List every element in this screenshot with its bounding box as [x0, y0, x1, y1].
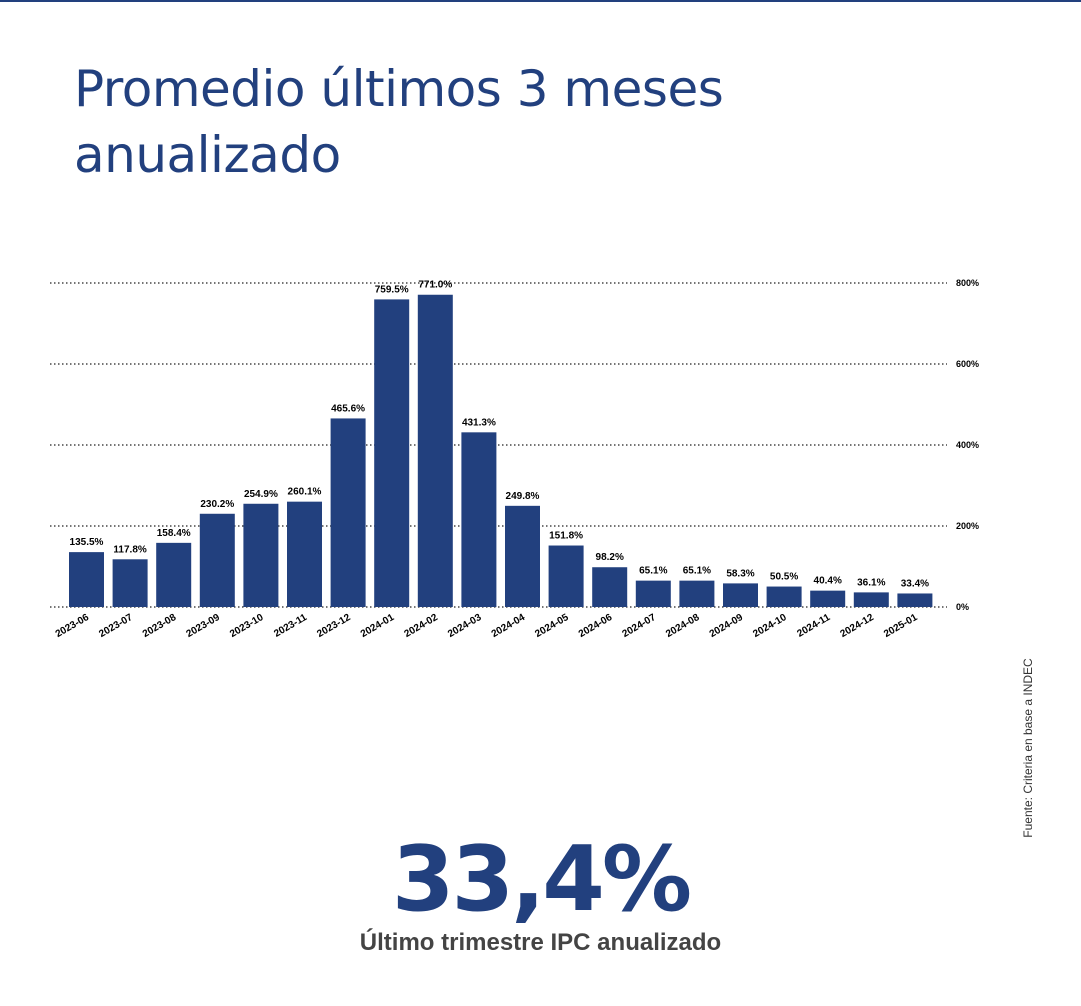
y-tick-label: 200%	[956, 521, 979, 531]
bar	[723, 583, 758, 607]
data-label: 58.3%	[726, 568, 754, 579]
y-tick-label: 0%	[956, 602, 969, 612]
bar	[853, 592, 889, 607]
data-label: 36.1%	[857, 577, 885, 588]
data-label: 431.3%	[462, 417, 496, 428]
x-tick-label: 2023-09	[185, 612, 223, 640]
data-label: 98.2%	[596, 552, 624, 563]
y-tick-label: 400%	[956, 440, 979, 450]
source-note: Fuente: Criteria en base a INDEC	[1021, 658, 1035, 838]
data-label: 65.1%	[639, 566, 667, 577]
x-tick-label: 2025-01	[882, 612, 920, 640]
data-label: 465.6%	[331, 403, 365, 414]
page-title: Promedio últimos 3 meses anualizado	[74, 60, 724, 184]
data-label: 33.4%	[901, 578, 929, 589]
bar	[635, 580, 671, 607]
bar	[199, 513, 235, 607]
bar-chart: 0% 200% 400% 600% 800% 135.5% 2023-06 117.8% 202…	[50, 278, 979, 640]
x-tick-label: 2024-03	[446, 612, 484, 640]
data-label: 759.5%	[375, 284, 409, 295]
top-rule	[0, 0, 1081, 2]
data-label: 50.5%	[770, 572, 798, 583]
x-tick-label: 2024-04	[490, 612, 528, 640]
data-label: 151.8%	[549, 531, 583, 542]
bar	[505, 505, 540, 607]
bar	[156, 542, 192, 607]
bar	[766, 586, 802, 607]
x-tick-label: 2024-11	[795, 612, 832, 640]
x-tick-label: 2023-11	[272, 612, 309, 640]
y-tick-label: 800%	[956, 278, 979, 288]
data-label: 254.9%	[244, 489, 278, 500]
bar	[461, 432, 497, 607]
bar	[417, 294, 453, 607]
data-label: 40.4%	[814, 576, 842, 587]
data-label: 230.2%	[200, 499, 234, 510]
data-label: 771.0%	[418, 280, 452, 291]
bar	[330, 418, 366, 607]
x-tick-label: 2024-08	[664, 612, 702, 640]
x-tick-label: 2024-02	[403, 612, 441, 640]
data-label: 135.5%	[70, 537, 104, 548]
x-tick-label: 2024-07	[621, 612, 659, 640]
bar	[810, 590, 846, 607]
bar	[69, 552, 104, 607]
bar	[897, 593, 933, 607]
x-tick-label: 2023-10	[228, 612, 266, 640]
bar	[112, 559, 148, 607]
x-tick-label: 2024-05	[533, 612, 571, 640]
x-tick-label: 2023-07	[97, 612, 135, 640]
data-label: 158.4%	[157, 528, 191, 539]
data-label: 249.8%	[506, 491, 540, 502]
x-tick-label: 2023-08	[141, 612, 179, 640]
bar	[243, 503, 279, 607]
highlight-value: 33,4%	[391, 827, 692, 932]
bar	[679, 580, 715, 607]
bar	[548, 545, 584, 607]
x-tick-label: 2023-06	[54, 612, 92, 640]
highlight-caption: Último trimestre IPC anualizado	[359, 929, 722, 956]
data-label: 260.1%	[288, 487, 322, 498]
x-tick-label: 2024-12	[839, 612, 877, 640]
data-label: 65.1%	[683, 566, 711, 577]
bar	[592, 567, 628, 607]
bar	[374, 299, 410, 607]
bar	[287, 501, 322, 607]
data-label: 117.8%	[113, 544, 146, 555]
x-tick-label: 2024-09	[708, 612, 746, 640]
x-tick-label: 2024-10	[751, 612, 789, 640]
x-tick-label: 2023-12	[315, 612, 353, 640]
x-tick-label: 2024-01	[359, 612, 397, 640]
y-tick-label: 600%	[956, 359, 979, 369]
x-tick-label: 2024-06	[577, 612, 615, 640]
